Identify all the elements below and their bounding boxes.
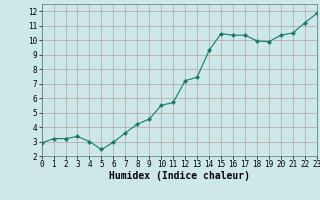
X-axis label: Humidex (Indice chaleur): Humidex (Indice chaleur): [109, 171, 250, 181]
